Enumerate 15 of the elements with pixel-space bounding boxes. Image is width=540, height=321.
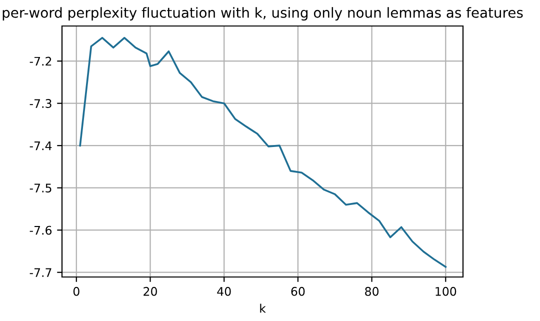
x-axis-title: k	[260, 304, 266, 313]
y-tick-label: -7.6	[30, 226, 52, 235]
line-series	[79, 36, 447, 268]
y-tick-label: -7.7	[30, 268, 52, 277]
y-tick-label: -7.2	[30, 56, 52, 66]
x-tick-label: 100	[436, 286, 456, 296]
x-tick-label: 80	[365, 286, 379, 296]
x-tick-label: 20	[144, 286, 157, 296]
chart-title: per-word perplexity fluctuation with k, using only noun lemmas as features	[2, 7, 523, 21]
x-tick-label: 0	[73, 286, 80, 296]
y-tick-label: -7.5	[30, 184, 52, 192]
x-tick-label: 60	[291, 286, 305, 296]
y-tick-label: -7.3	[30, 99, 52, 108]
x-tick-label: 40	[217, 286, 231, 296]
y-tick-label: -7.4	[30, 141, 52, 150]
